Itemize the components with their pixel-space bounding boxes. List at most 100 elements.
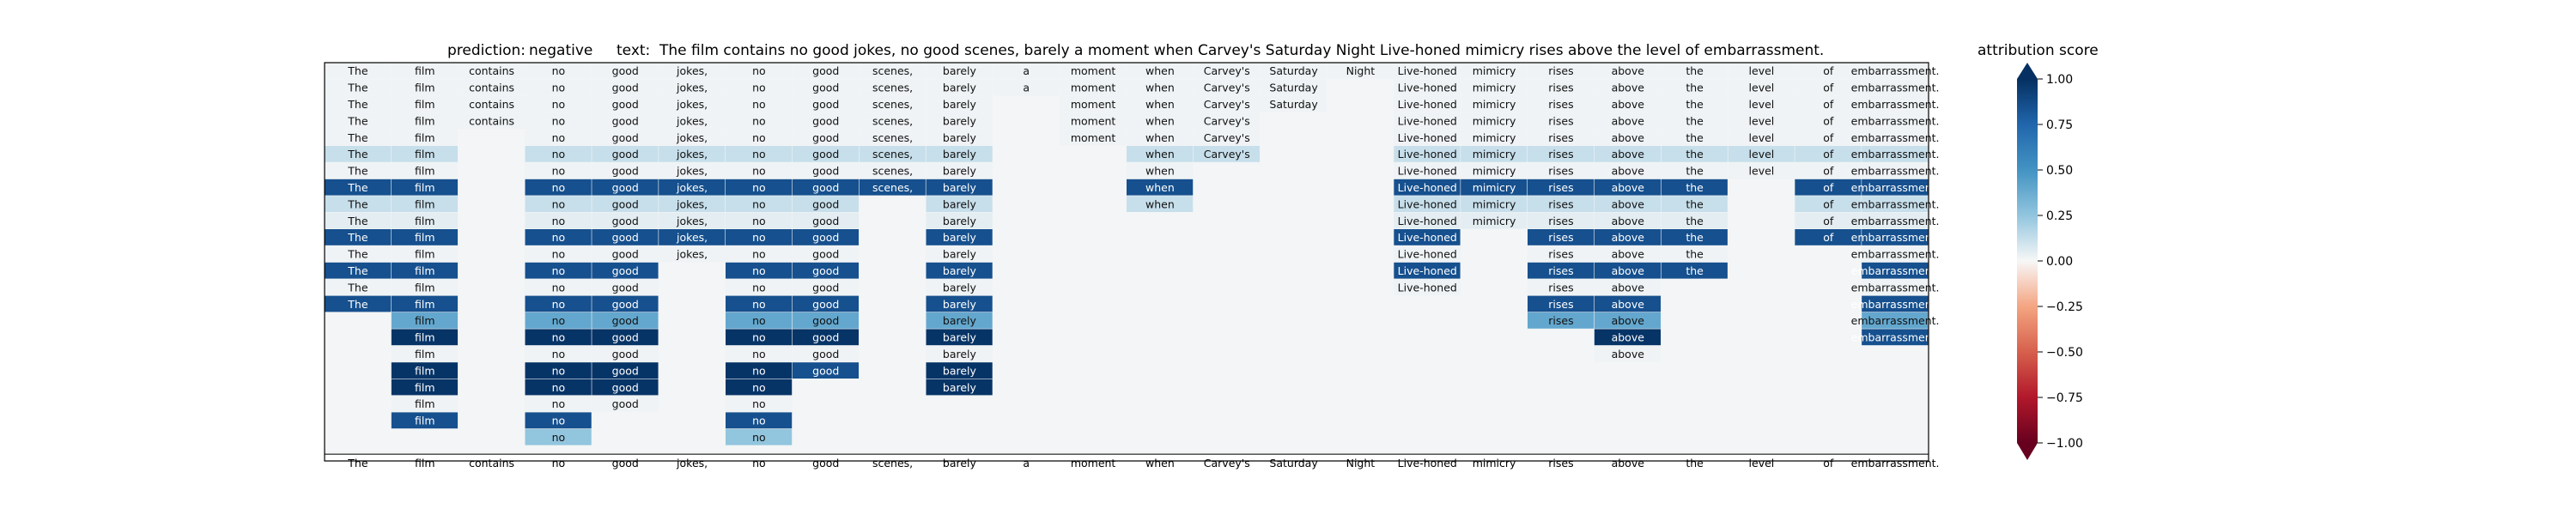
heatmap-cell-label: good	[612, 215, 639, 227]
heatmap-cell	[792, 112, 860, 129]
heatmap-cell-label: film	[415, 281, 435, 294]
heatmap-cell	[1594, 345, 1662, 362]
heatmap-cell-label: no	[552, 281, 566, 294]
heatmap-cell	[1528, 212, 1595, 229]
heatmap-cell-label: good	[612, 281, 639, 294]
colorbar-tick-label: −1.00	[2046, 437, 2083, 451]
heatmap-cell	[325, 262, 392, 279]
heatmap-row: The film contains no good jokes, no good scenes,…	[325, 95, 1940, 112]
heatmap-cell-label: The	[347, 165, 368, 178]
heatmap-cell	[1862, 212, 1929, 229]
heatmap-cell-label: good	[612, 248, 639, 261]
heatmap-cell-label: above	[1612, 298, 1645, 311]
heatmap-cell	[1661, 212, 1728, 229]
heatmap-cell-label: scenes,	[872, 114, 913, 127]
heatmap-cell-label: rises	[1548, 64, 1573, 77]
heatmap-cell-label: barely	[943, 248, 977, 261]
heatmap-cell	[792, 196, 860, 212]
heatmap-cell-label: rises	[1548, 114, 1573, 127]
heatmap-cell-label: rises	[1548, 314, 1573, 327]
heatmap-cell-label: The	[347, 131, 368, 144]
heatmap-cell-label: good	[812, 281, 839, 294]
heatmap-cell	[792, 245, 860, 263]
heatmap-cell	[1193, 146, 1261, 162]
token-axis-label: film	[415, 457, 435, 470]
heatmap-cell-label: no	[552, 364, 566, 377]
heatmap-cell	[1528, 129, 1595, 146]
heatmap-cell	[1528, 245, 1595, 263]
heatmap-cell-label: mimicry	[1473, 148, 1516, 161]
heatmap-cell	[1394, 63, 1461, 79]
heatmap-cell	[592, 162, 659, 179]
heatmap-cell	[325, 112, 392, 129]
heatmap-cell	[592, 229, 659, 245]
heatmap-cell	[659, 245, 726, 263]
heatmap-cell-label: jokes,	[676, 148, 708, 161]
heatmap-cell	[659, 129, 726, 146]
heatmap-cell-label: rises	[1548, 298, 1573, 311]
heatmap-cell-label: rises	[1548, 248, 1573, 261]
heatmap-cell-label: moment	[1071, 114, 1116, 127]
heatmap-cell-label: embarrassment.	[1851, 231, 1940, 244]
heatmap-cell-label: film	[415, 197, 435, 210]
token-axis-label: Carvey's	[1204, 457, 1250, 470]
heatmap-cell-label: barely	[943, 314, 977, 327]
heatmap-cell-label: mimicry	[1473, 165, 1516, 178]
heatmap-cell-label: moment	[1071, 131, 1116, 144]
heatmap-cell-label: the	[1686, 98, 1704, 111]
heatmap-cell-label: Live-honed	[1398, 264, 1457, 277]
heatmap-cell-label: no	[752, 248, 766, 261]
heatmap-cell	[1594, 112, 1662, 129]
heatmap-cell-label: jokes,	[676, 165, 708, 178]
heatmap-cell-label: good	[812, 364, 839, 377]
heatmap-cell	[792, 345, 860, 362]
heatmap-cell-label: the	[1686, 82, 1704, 94]
heatmap-cell-label: mimicry	[1473, 82, 1516, 94]
heatmap-cell	[1193, 79, 1261, 96]
heatmap-cell-label: no	[752, 264, 766, 277]
heatmap-cell-label: good	[812, 298, 839, 311]
heatmap-cell	[1528, 63, 1595, 79]
heatmap-cell	[1394, 162, 1461, 179]
heatmap-cell-label: good	[812, 98, 839, 111]
heatmap-cell	[1862, 312, 1929, 329]
token-axis-label: good	[612, 457, 639, 470]
heatmap-cell-label: above	[1612, 114, 1645, 127]
heatmap-cell-label: The	[347, 82, 368, 94]
heatmap-cell	[1260, 79, 1327, 96]
heatmap-cell	[1594, 146, 1662, 162]
heatmap-cell-label: barely	[943, 165, 977, 178]
heatmap-cell	[1394, 112, 1461, 129]
title-prediction-label: prediction:	[447, 42, 526, 59]
heatmap-cell	[926, 295, 993, 312]
heatmap-cell	[391, 129, 459, 146]
heatmap-cell-label: film	[415, 82, 435, 94]
heatmap-cell	[1795, 79, 1862, 96]
heatmap-cell-label: good	[812, 215, 839, 227]
token-axis-label: when	[1145, 457, 1175, 470]
heatmap-cell	[792, 129, 860, 146]
heatmap-cell	[1461, 146, 1528, 162]
heatmap-cell-label: good	[812, 64, 839, 77]
heatmap-cell	[926, 312, 993, 329]
heatmap-cell-label: the	[1686, 131, 1704, 144]
heatmap-cell-label: barely	[943, 114, 977, 127]
heatmap-cell	[792, 179, 860, 196]
heatmap-row: The film no good jokes, no good barely Live-hone…	[325, 245, 1940, 263]
heatmap-cell-label: barely	[943, 264, 977, 277]
heatmap-cell-label: scenes,	[872, 165, 913, 178]
heatmap-cell	[792, 95, 860, 112]
heatmap-cell	[1862, 329, 1929, 346]
heatmap-cell-label: embarrassment.	[1851, 64, 1940, 77]
heatmap-cell	[1795, 63, 1862, 79]
heatmap-cell-label: no	[752, 215, 766, 227]
heatmap-cell	[1260, 95, 1327, 112]
heatmap-cell	[525, 229, 592, 245]
heatmap-cell	[792, 329, 860, 346]
heatmap-cell	[792, 295, 860, 312]
heatmap-cell	[926, 179, 993, 196]
heatmap-cell-label: when	[1145, 148, 1175, 161]
heatmap-cell	[1795, 179, 1862, 196]
heatmap-cell	[391, 362, 459, 379]
heatmap-cell	[1862, 129, 1929, 146]
